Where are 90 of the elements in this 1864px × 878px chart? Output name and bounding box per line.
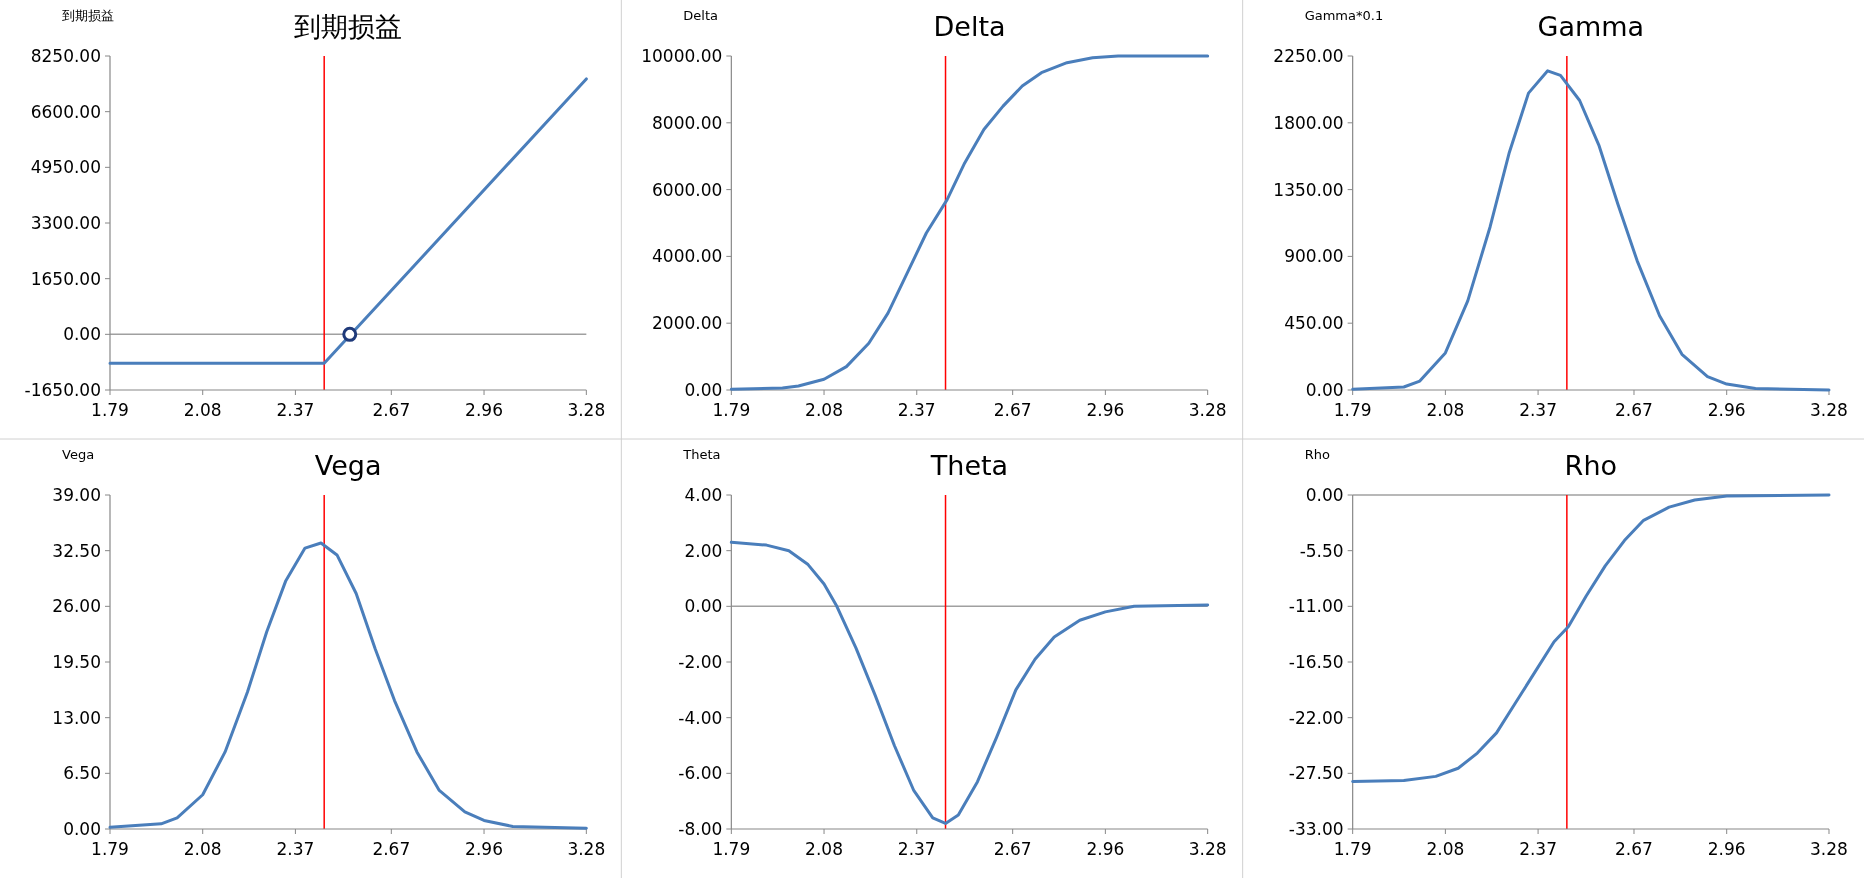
y-tick-label: -2.00 [678, 652, 723, 672]
x-tick-label: 1.79 [1333, 839, 1372, 859]
x-tick-label: 2.96 [465, 400, 503, 420]
x-tick-label: 2.37 [897, 400, 936, 420]
x-tick-label: 2.08 [183, 839, 222, 859]
y-tick-label: 4950.00 [30, 157, 101, 178]
x-tick-label: 2.08 [183, 400, 222, 420]
x-tick-label: 3.28 [1188, 839, 1227, 859]
y-tick-label: 0.00 [63, 819, 101, 839]
x-tick-label: 1.79 [91, 400, 129, 420]
y-tick-label: 0.00 [684, 380, 723, 400]
x-tick-label: 2.67 [1615, 839, 1653, 859]
y-tick-label: 450.00 [1284, 313, 1344, 334]
x-tick-label: 3.28 [567, 400, 606, 420]
y-axis-title: Gamma*0.1 [1304, 8, 1384, 23]
y-tick-label: 6600.00 [30, 101, 101, 122]
y-tick-label: -4.00 [678, 707, 723, 728]
y-tick-label: 3300.00 [30, 213, 101, 233]
x-tick-label: 2.37 [276, 839, 315, 859]
y-tick-label: 0.00 [1305, 380, 1344, 400]
y-tick-label: 32.50 [52, 540, 101, 561]
x-tick-label: 2.96 [1086, 400, 1125, 420]
y-tick-label: -27.50 [1288, 763, 1344, 784]
y-tick-label: 4.00 [684, 485, 723, 505]
x-tick-label: 2.96 [1707, 839, 1746, 859]
y-tick-label: -33.00 [1288, 819, 1344, 839]
y-tick-label: -22.00 [1288, 707, 1344, 728]
line-series [1351, 493, 1831, 783]
line-series [729, 540, 1210, 825]
y-tick-label: 0.00 [63, 324, 101, 345]
y-tick-label: 1650.00 [30, 268, 101, 289]
y-tick-label: 19.50 [52, 652, 101, 672]
y-tick-label: -6.00 [678, 763, 723, 784]
y-tick-label: 4000.00 [652, 246, 723, 267]
y-tick-label: 39.00 [52, 485, 101, 505]
y-tick-label: 2250.00 [1273, 46, 1344, 66]
x-tick-label: 2.96 [1086, 839, 1125, 859]
x-tick-label: 2.08 [805, 839, 843, 859]
y-tick-label: -16.50 [1288, 652, 1344, 672]
x-tick-label: 2.67 [993, 400, 1032, 420]
y-axis-title: Vega [62, 447, 95, 462]
y-tick-label: 26.00 [52, 596, 101, 617]
y-axis-title: Delta [683, 8, 719, 23]
y-tick-label: 1800.00 [1273, 112, 1344, 133]
x-tick-label: 2.37 [897, 839, 936, 859]
x-tick-label: 2.96 [465, 839, 503, 859]
x-tick-label: 2.08 [1426, 400, 1465, 420]
x-tick-label: 2.37 [276, 400, 315, 420]
y-tick-label: -1650.00 [24, 380, 101, 400]
y-tick-label: -5.50 [1299, 540, 1344, 561]
x-tick-label: 1.79 [712, 400, 751, 420]
y-tick-label: 1350.00 [1273, 179, 1344, 200]
y-tick-label: 2000.00 [652, 313, 723, 334]
x-tick-label: 3.28 [1810, 400, 1848, 420]
y-axis-title: 到期损益 [62, 8, 114, 23]
x-tick-label: 2.37 [1519, 400, 1558, 420]
x-tick-label: 3.28 [1810, 839, 1848, 859]
y-tick-label: 2.00 [684, 540, 723, 561]
x-tick-label: 1.79 [91, 839, 129, 859]
y-tick-label: -8.00 [678, 819, 723, 839]
y-tick-label: 6000.00 [652, 179, 723, 200]
x-tick-label: 2.67 [372, 400, 411, 420]
x-tick-label: 2.37 [1519, 839, 1558, 859]
y-tick-label: 0.00 [1305, 485, 1344, 505]
chart-title: Theta [929, 450, 1009, 481]
y-axis-title: Theta [682, 447, 721, 462]
x-tick-label: 2.67 [1615, 400, 1653, 420]
x-tick-label: 2.96 [1707, 400, 1746, 420]
chart-title: Delta [933, 11, 1006, 42]
x-tick-label: 3.28 [1188, 400, 1227, 420]
x-tick-label: 2.08 [1426, 839, 1465, 859]
y-tick-label: 10000.00 [641, 46, 723, 66]
chart-title: Gamma [1537, 11, 1645, 42]
x-tick-label: 2.67 [372, 839, 411, 859]
y-axis-title: Rho [1304, 447, 1330, 462]
x-tick-label: 3.28 [567, 839, 606, 859]
chart-title: 到期损益 [294, 11, 403, 42]
chart-title: Vega [314, 450, 382, 481]
y-tick-label: 8000.00 [652, 112, 723, 133]
y-tick-label: -11.00 [1288, 596, 1344, 617]
y-tick-label: 8250.00 [30, 46, 101, 66]
x-tick-label: 2.67 [993, 839, 1032, 859]
y-tick-label: 13.00 [52, 707, 101, 728]
x-tick-label: 2.08 [805, 400, 843, 420]
y-tick-label: 900.00 [1284, 246, 1344, 267]
chart-title: Rho [1564, 450, 1618, 481]
x-tick-label: 1.79 [712, 839, 751, 859]
y-tick-label: 0.00 [684, 596, 723, 617]
x-tick-label: 1.79 [1333, 400, 1372, 420]
y-tick-label: 6.50 [63, 763, 101, 784]
